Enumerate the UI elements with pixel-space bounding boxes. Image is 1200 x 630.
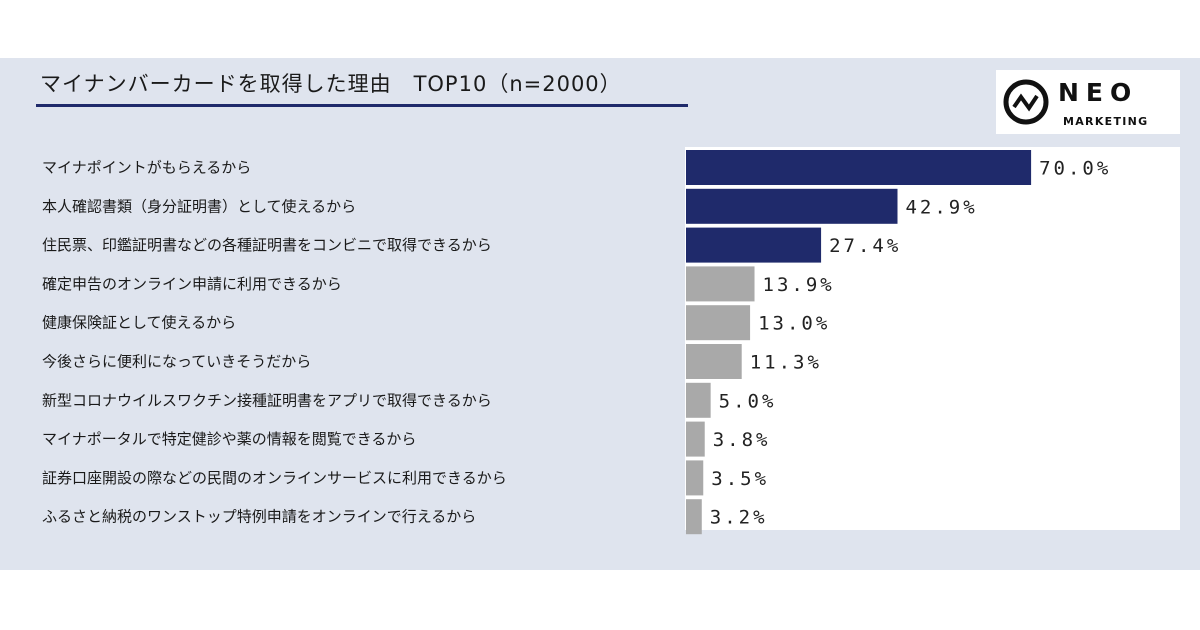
category-label: 新型コロナウイルスワクチン接種証明書をアプリで取得できるから [42, 391, 492, 409]
category-label: ふるさと納税のワンストップ特例申請をオンラインで行えるから [42, 508, 476, 526]
value-label: 70.0% [1039, 158, 1111, 180]
bar [686, 150, 1032, 185]
value-label: 11.3% [750, 352, 822, 374]
category-label: 今後さらに便利になっていきそうだから [42, 353, 311, 371]
value-label: 3.2% [710, 507, 768, 529]
title-underline [36, 104, 688, 107]
bar [686, 344, 742, 379]
value-label: 5.0% [719, 390, 777, 412]
category-label: 証券口座開設の際などの民間のオンラインサービスに利用できるから [42, 469, 507, 487]
value-label: 13.0% [758, 313, 830, 335]
bar [686, 460, 704, 496]
bar [686, 227, 822, 263]
bar [686, 499, 702, 535]
category-label: マイナポイントがもらえるから [42, 159, 251, 177]
bar [686, 421, 705, 457]
value-label: 27.4% [829, 235, 901, 257]
category-label: 住民票、印鑑証明書などの各種証明書をコンビニで取得できるから [42, 236, 492, 254]
value-label: 42.9% [905, 196, 977, 218]
neo-pulse-circle-icon [1003, 79, 1049, 125]
category-label: 本人確認書類（身分証明書）として使えるから [42, 197, 356, 215]
neo-marketing-logo: NEO MARKETING [996, 70, 1180, 134]
bar [686, 382, 711, 418]
value-label: 13.9% [763, 274, 835, 296]
logo-subtitle: MARKETING [1063, 115, 1149, 128]
logo-name: NEO [1058, 78, 1139, 107]
bar [686, 305, 751, 341]
value-label: 3.5% [711, 468, 769, 490]
bar [686, 266, 755, 302]
category-label: マイナポータルで特定健診や薬の情報を閲覧できるから [42, 430, 416, 448]
value-label: 3.8% [713, 429, 771, 451]
category-label: 確定申告のオンライン申請に利用できるから [42, 275, 342, 293]
chart-title: マイナンバーカードを取得した理由 TOP10（n=2000） [40, 72, 622, 96]
category-label: 健康保険証として使えるから [42, 314, 236, 332]
bar [686, 188, 898, 224]
